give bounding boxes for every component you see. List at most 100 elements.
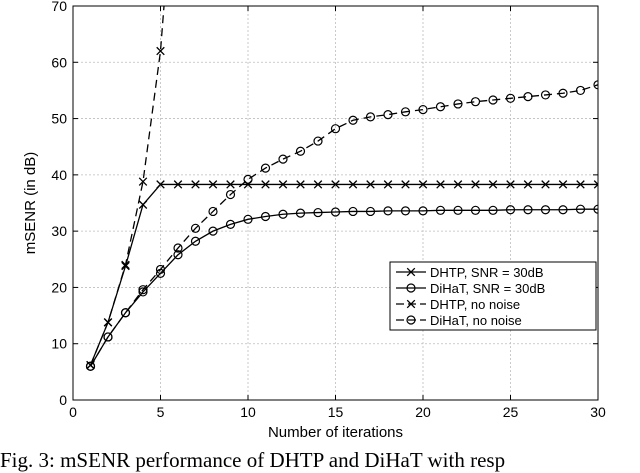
y-tick-label: 40 bbox=[51, 167, 67, 183]
data-point bbox=[453, 205, 463, 215]
data-point bbox=[103, 318, 113, 327]
data-point bbox=[156, 46, 165, 56]
legend-marker bbox=[406, 267, 416, 277]
data-point bbox=[505, 93, 516, 103]
legend-label: DHTP, no noise bbox=[430, 297, 520, 312]
data-point bbox=[190, 236, 201, 246]
series-3 bbox=[86, 6, 165, 370]
x-tick-label: 10 bbox=[240, 404, 256, 420]
data-point bbox=[435, 102, 446, 112]
data-point bbox=[278, 180, 288, 189]
data-point bbox=[243, 174, 253, 184]
data-point bbox=[558, 180, 568, 189]
data-point bbox=[418, 180, 428, 189]
data-point bbox=[173, 250, 183, 260]
legend-marker bbox=[406, 315, 416, 325]
data-point bbox=[278, 209, 288, 219]
series-4 bbox=[85, 80, 598, 371]
data-point bbox=[470, 97, 481, 107]
legend-item: DHTP, SNR = 30dB bbox=[396, 265, 544, 280]
data-point bbox=[225, 219, 236, 229]
data-point bbox=[506, 180, 515, 189]
data-point bbox=[190, 223, 201, 233]
figure-caption-text: Fig. 3: mSENR performance of DHTP and Di… bbox=[0, 448, 506, 472]
data-point bbox=[400, 206, 411, 216]
data-point bbox=[138, 200, 148, 209]
data-point bbox=[471, 180, 480, 189]
data-point bbox=[313, 180, 323, 189]
data-point bbox=[558, 205, 568, 215]
data-point bbox=[120, 308, 131, 318]
data-point bbox=[331, 180, 340, 189]
series-line bbox=[89, 183, 598, 366]
data-point bbox=[138, 177, 148, 186]
x-tick-label: 30 bbox=[590, 404, 606, 420]
y-tick-label: 50 bbox=[51, 111, 67, 127]
legend-marker bbox=[406, 283, 416, 293]
legend-label: DiHaT, SNR = 30dB bbox=[430, 281, 545, 296]
y-tick-label: 0 bbox=[59, 392, 67, 408]
data-point bbox=[226, 180, 235, 189]
data-point bbox=[225, 189, 236, 200]
data-point bbox=[436, 180, 445, 189]
data-point bbox=[348, 180, 358, 189]
x-tick-label: 20 bbox=[415, 404, 431, 420]
data-point bbox=[523, 180, 533, 189]
legend-label: DHTP, SNR = 30dB bbox=[430, 265, 544, 280]
data-point bbox=[121, 260, 130, 270]
data-point bbox=[330, 207, 341, 217]
data-point bbox=[505, 205, 516, 215]
y-tick-label: 30 bbox=[51, 223, 67, 239]
data-point bbox=[401, 180, 410, 189]
data-point bbox=[593, 80, 598, 90]
data-point bbox=[383, 110, 393, 120]
data-point bbox=[191, 180, 200, 189]
data-point bbox=[260, 211, 271, 222]
data-point bbox=[348, 206, 358, 217]
series-line bbox=[89, 6, 165, 366]
data-point bbox=[138, 285, 148, 295]
data-point bbox=[523, 92, 533, 102]
legend-item: DiHaT, SNR = 30dB bbox=[396, 281, 545, 296]
data-point bbox=[488, 95, 498, 105]
data-point bbox=[593, 204, 598, 214]
data-point bbox=[540, 205, 551, 215]
figure-caption: Fig. 3: mSENR performance of DHTP and Di… bbox=[0, 446, 640, 473]
data-point bbox=[576, 180, 585, 189]
axis-ticks: 0 5 10 15 20 25 30 0 10 20 30 40 50 60 70 bbox=[51, 0, 606, 420]
data-point bbox=[575, 204, 586, 214]
series-1 bbox=[86, 180, 598, 370]
data-point bbox=[488, 180, 498, 189]
data-point bbox=[575, 85, 586, 96]
data-point bbox=[103, 332, 113, 342]
data-point bbox=[523, 205, 533, 215]
data-point bbox=[296, 180, 305, 189]
data-point bbox=[313, 136, 323, 146]
y-tick-label: 60 bbox=[51, 54, 67, 70]
legend-marker bbox=[406, 299, 416, 309]
data-point bbox=[453, 180, 463, 189]
data-point bbox=[488, 205, 498, 215]
data-point bbox=[593, 180, 598, 189]
data-point bbox=[155, 264, 166, 275]
data-point bbox=[541, 180, 550, 189]
legend-item: DiHaT, no noise bbox=[396, 313, 522, 328]
data-point bbox=[85, 361, 96, 371]
y-tick-label: 10 bbox=[51, 336, 67, 352]
data-point bbox=[470, 205, 481, 215]
series-line bbox=[89, 84, 598, 367]
x-tick-label: 15 bbox=[328, 404, 344, 420]
data-point bbox=[365, 112, 376, 122]
y-tick-label: 70 bbox=[51, 0, 67, 14]
y-axis-label: mSENR (in dB) bbox=[22, 152, 39, 255]
data-point bbox=[295, 208, 306, 218]
data-point bbox=[208, 226, 218, 236]
data-point bbox=[313, 207, 323, 218]
data-point bbox=[348, 115, 358, 125]
grid bbox=[73, 6, 598, 400]
data-point bbox=[156, 180, 165, 189]
data-point bbox=[173, 180, 183, 189]
data-point bbox=[383, 206, 393, 216]
x-tick-label: 5 bbox=[157, 404, 165, 420]
